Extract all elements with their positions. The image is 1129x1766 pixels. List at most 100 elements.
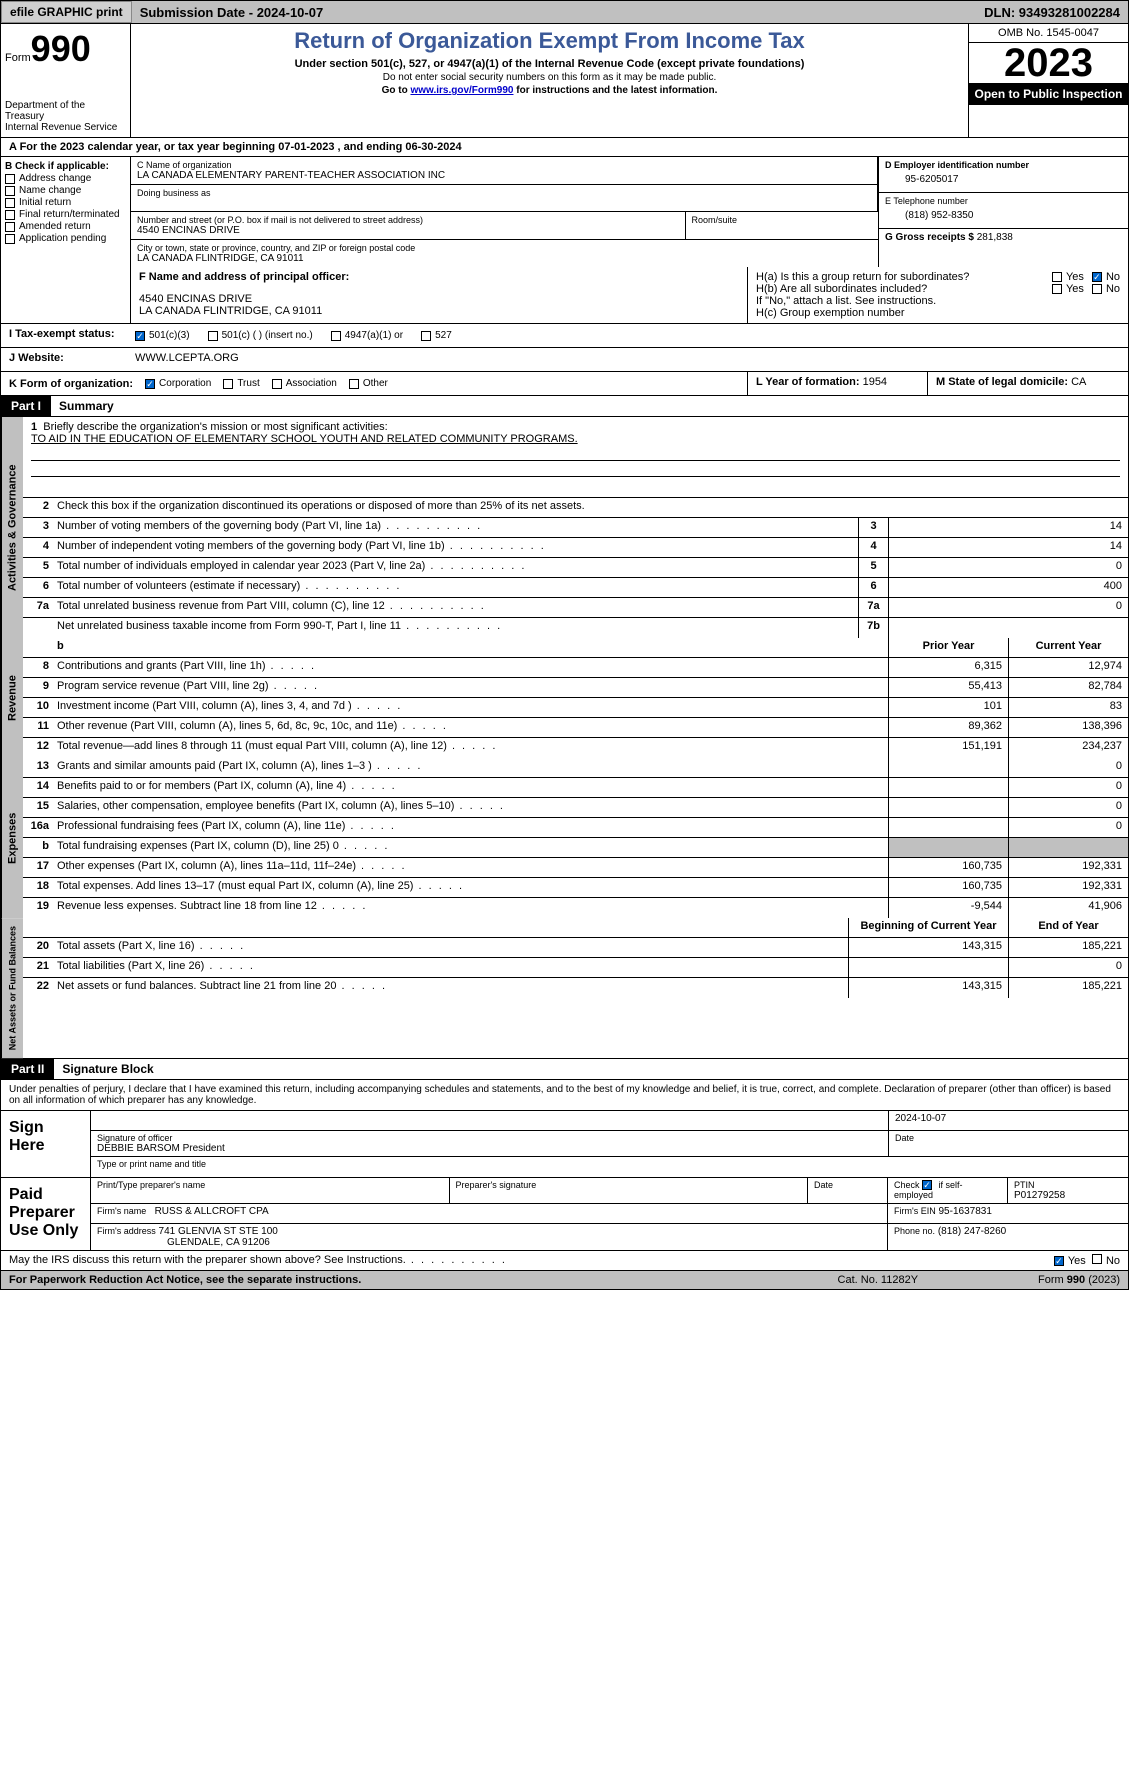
ein: 95-6205017 xyxy=(885,170,1122,189)
check-self-employed[interactable] xyxy=(922,1180,932,1190)
domicile: CA xyxy=(1071,376,1086,388)
topbar: efile GRAPHIC print Submission Date - 20… xyxy=(0,0,1129,24)
check-initial-return[interactable] xyxy=(5,198,15,208)
part-i-header: Part I xyxy=(1,396,51,416)
table-row: 13Grants and similar amounts paid (Part … xyxy=(23,758,1128,778)
form-number: 990 xyxy=(31,28,91,69)
table-row: bTotal fundraising expenses (Part IX, co… xyxy=(23,838,1128,858)
table-row: 17Other expenses (Part IX, column (A), l… xyxy=(23,858,1128,878)
check-4947[interactable] xyxy=(331,331,341,341)
footer: For Paperwork Reduction Act Notice, see … xyxy=(0,1271,1129,1290)
ha-yes[interactable] xyxy=(1052,272,1062,282)
goto-note: Go to www.irs.gov/Form990 for instructio… xyxy=(135,85,964,96)
declaration: Under penalties of perjury, I declare th… xyxy=(1,1080,1128,1110)
part-i-title: Summary xyxy=(51,396,122,416)
table-row: 14Benefits paid to or for members (Part … xyxy=(23,778,1128,798)
firm-addr2: GLENDALE, CA 91206 xyxy=(97,1237,881,1248)
section-de: D Employer identification number 95-6205… xyxy=(878,157,1128,267)
inspection-notice: Open to Public Inspection xyxy=(969,83,1128,105)
discuss-no[interactable] xyxy=(1092,1254,1102,1264)
ptin: P01279258 xyxy=(1014,1190,1122,1201)
part-ii-header: Part II xyxy=(1,1059,54,1079)
mission: TO AID IN THE EDUCATION OF ELEMENTARY SC… xyxy=(31,433,1120,445)
city: LA CANADA FLINTRIDGE, CA 91011 xyxy=(137,253,872,264)
period-row: A For the 2023 calendar year, or tax yea… xyxy=(0,138,1129,157)
year-formation: 1954 xyxy=(863,376,887,388)
check-address-change[interactable] xyxy=(5,174,15,184)
org-name: LA CANADA ELEMENTARY PARENT-TEACHER ASSO… xyxy=(137,170,871,181)
section-j: J Website: WWW.LCEPTA.ORG xyxy=(0,348,1129,372)
firm-ein: 95-1637831 xyxy=(939,1206,992,1217)
check-amended[interactable] xyxy=(5,222,15,232)
ssn-note: Do not enter social security numbers on … xyxy=(135,72,964,83)
section-f-h: F Name and address of principal officer:… xyxy=(0,267,1129,324)
dln: DLN: 93493281002284 xyxy=(976,2,1128,23)
signature-block: Under penalties of perjury, I declare th… xyxy=(0,1080,1129,1251)
check-527[interactable] xyxy=(421,331,431,341)
tax-year: 2023 xyxy=(969,43,1128,83)
table-row: 10Investment income (Part VIII, column (… xyxy=(23,698,1128,718)
table-row: 8Contributions and grants (Part VIII, li… xyxy=(23,658,1128,678)
table-row: 3Number of voting members of the governi… xyxy=(23,518,1128,538)
check-501c[interactable] xyxy=(208,331,218,341)
table-row: 4Number of independent voting members of… xyxy=(23,538,1128,558)
table-row: 5Total number of individuals employed in… xyxy=(23,558,1128,578)
dept: Department of the Treasury xyxy=(5,100,126,122)
table-row: 9Program service revenue (Part VIII, lin… xyxy=(23,678,1128,698)
hb-no[interactable] xyxy=(1092,284,1102,294)
firm-phone: (818) 247-8260 xyxy=(938,1226,1006,1237)
sig-date: 2024-10-07 xyxy=(888,1111,1128,1130)
check-corp[interactable] xyxy=(145,379,155,389)
efile-button[interactable]: efile GRAPHIC print xyxy=(1,1,132,23)
form-header: Form990 Department of the Treasury Inter… xyxy=(0,24,1129,138)
entity-grid: B Check if applicable: Address change Na… xyxy=(0,157,1129,267)
check-trust[interactable] xyxy=(223,379,233,389)
officer-addr1: 4540 ENCINAS DRIVE xyxy=(139,293,739,305)
part-ii-title: Signature Block xyxy=(54,1059,161,1079)
table-row: 18Total expenses. Add lines 13–17 (must … xyxy=(23,878,1128,898)
section-c: C Name of organization LA CANADA ELEMENT… xyxy=(131,157,878,267)
check-other[interactable] xyxy=(349,379,359,389)
section-klm: K Form of organization: Corporation Trus… xyxy=(0,372,1129,396)
discuss-yes[interactable] xyxy=(1054,1256,1064,1266)
table-row: 12Total revenue—add lines 8 through 11 (… xyxy=(23,738,1128,758)
expenses-section: Expenses 13Grants and similar amounts pa… xyxy=(0,758,1129,918)
officer-addr2: LA CANADA FLINTRIDGE, CA 91011 xyxy=(139,305,739,317)
gross-receipts: 281,838 xyxy=(977,232,1013,243)
check-final-return[interactable] xyxy=(5,210,15,220)
website: WWW.LCEPTA.ORG xyxy=(131,348,1128,371)
phone: (818) 952-8350 xyxy=(885,206,1122,225)
table-row: 16aProfessional fundraising fees (Part I… xyxy=(23,818,1128,838)
section-b: B Check if applicable: Address change Na… xyxy=(1,157,131,267)
table-row: Net unrelated business taxable income fr… xyxy=(23,618,1128,638)
section-i: I Tax-exempt status: 501(c)(3) 501(c) ( … xyxy=(0,324,1129,348)
table-row: 7aTotal unrelated business revenue from … xyxy=(23,598,1128,618)
irs: Internal Revenue Service xyxy=(5,122,126,133)
discuss-row: May the IRS discuss this return with the… xyxy=(0,1251,1129,1271)
activities-governance: Activities & Governance 1 Briefly descri… xyxy=(0,417,1129,638)
form-subtitle: Under section 501(c), 527, or 4947(a)(1)… xyxy=(135,58,964,70)
table-row: 11Other revenue (Part VIII, column (A), … xyxy=(23,718,1128,738)
form-label: Form xyxy=(5,52,31,64)
table-row: 15Salaries, other compensation, employee… xyxy=(23,798,1128,818)
table-row: 21Total liabilities (Part X, line 26)0 xyxy=(23,958,1128,978)
check-app-pending[interactable] xyxy=(5,234,15,244)
submission-date: Submission Date - 2024-10-07 xyxy=(132,2,332,23)
check-501c3[interactable] xyxy=(135,331,145,341)
irs-link[interactable]: www.irs.gov/Form990 xyxy=(410,85,513,96)
table-row: 22Net assets or fund balances. Subtract … xyxy=(23,978,1128,998)
hb-yes[interactable] xyxy=(1052,284,1062,294)
check-assoc[interactable] xyxy=(272,379,282,389)
officer-name: DEBBIE BARSOM President xyxy=(97,1143,882,1154)
table-row: 6Total number of volunteers (estimate if… xyxy=(23,578,1128,598)
table-row: 20Total assets (Part X, line 16)143,3151… xyxy=(23,938,1128,958)
ha-no[interactable] xyxy=(1092,272,1102,282)
revenue-section: Revenue bPrior YearCurrent Year 8Contrib… xyxy=(0,638,1129,758)
firm-addr1: 741 GLENVIA ST STE 100 xyxy=(159,1226,278,1237)
street: 4540 ENCINAS DRIVE xyxy=(137,225,679,236)
check-name-change[interactable] xyxy=(5,186,15,196)
netassets-section: Net Assets or Fund Balances Beginning of… xyxy=(0,918,1129,1059)
firm-name: RUSS & ALLCROFT CPA xyxy=(155,1206,269,1217)
table-row: 19Revenue less expenses. Subtract line 1… xyxy=(23,898,1128,918)
form-title: Return of Organization Exempt From Incom… xyxy=(135,28,964,54)
